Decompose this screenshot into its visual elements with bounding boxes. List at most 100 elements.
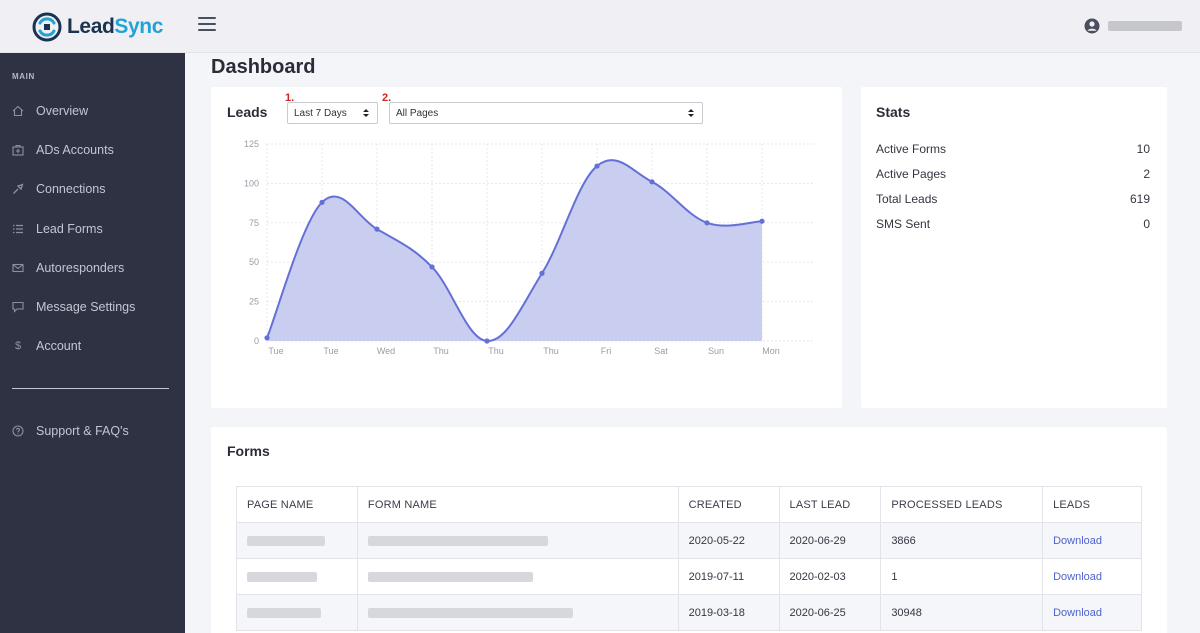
processed-leads-cell: 30948	[880, 594, 1044, 631]
last-lead-cell: 2020-02-03	[778, 558, 882, 595]
y-tick-label: 100	[244, 178, 259, 188]
leadsync-logo[interactable]: LeadSync	[31, 11, 163, 43]
form-name-cell	[356, 594, 679, 631]
sidebar-item-lead-forms[interactable]: Lead Forms	[0, 218, 185, 240]
x-tick-label: Thu	[543, 346, 559, 356]
sidebar-item-label: Overview	[36, 104, 89, 118]
stat-value: 619	[1129, 192, 1150, 206]
sidebar-item-label: Autoresponders	[36, 261, 125, 275]
pages-select[interactable]: All Pages	[389, 102, 703, 124]
column-header-page-name[interactable]: PAGE NAME	[236, 486, 358, 523]
data-point	[429, 264, 435, 270]
column-header-created[interactable]: CREATED	[677, 486, 780, 523]
y-tick-label: 50	[249, 257, 259, 267]
user-menu[interactable]	[1084, 17, 1182, 35]
sidebar-item-ads-accounts[interactable]: ADs Accounts	[0, 139, 185, 161]
x-tick-label: Tue	[268, 346, 283, 356]
table-header-row: PAGE NAME FORM NAME CREATED LAST LEAD PR…	[236, 486, 1142, 523]
list-icon	[11, 222, 25, 236]
download-link[interactable]: Download	[1053, 534, 1102, 547]
sidebar-item-connections[interactable]: Connections	[0, 178, 185, 200]
x-tick-label: Sat	[654, 346, 668, 356]
question-icon	[11, 424, 25, 438]
stat-label: SMS Sent	[876, 217, 931, 231]
x-tick-label: Thu	[433, 346, 449, 356]
created-cell: 2019-03-18	[677, 594, 780, 631]
column-header-form-name[interactable]: FORM NAME	[356, 486, 679, 523]
data-point	[594, 163, 600, 169]
user-avatar-icon	[1084, 18, 1100, 34]
forms-card: Forms 3. PAGE NAME FORM NAME CREATED LAS…	[211, 427, 1167, 633]
stat-row-active-forms: Active Forms 10	[876, 142, 1150, 156]
redacted-text	[247, 607, 321, 618]
page-title: Dashboard	[211, 56, 316, 78]
select-arrows-icon	[363, 109, 369, 117]
leads-card: Leads 1. Last 7 Days 2. All Pages 0 25 50 7…	[211, 87, 842, 408]
x-tick-label: Sun	[708, 346, 724, 356]
data-point	[484, 338, 490, 344]
stat-label: Total Leads	[876, 192, 938, 206]
leads-cell: Download	[1042, 522, 1142, 559]
form-name-cell	[356, 522, 679, 559]
x-tick-label: Wed	[377, 346, 395, 356]
stat-value: 2	[1143, 167, 1150, 181]
sidebar-divider	[12, 388, 169, 389]
sidebar-item-label: Connections	[36, 182, 106, 196]
sidebar-item-overview[interactable]: Overview	[0, 100, 185, 122]
y-tick-label: 125	[244, 139, 259, 149]
area-fill	[267, 160, 762, 342]
last-lead-cell: 2020-06-25	[778, 594, 882, 631]
date-range-select[interactable]: Last 7 Days	[287, 102, 378, 124]
data-point	[649, 179, 655, 185]
x-tick-label: Tue	[323, 346, 338, 356]
sidebar-item-message-settings[interactable]: Message Settings	[0, 296, 185, 318]
date-range-value: Last 7 Days	[294, 107, 347, 119]
data-point	[264, 335, 270, 341]
download-link[interactable]: Download	[1053, 606, 1102, 619]
stat-row-total-leads: Total Leads 619	[876, 192, 1150, 206]
x-tick-label: Mon	[762, 346, 780, 356]
column-header-processed-leads[interactable]: PROCESSED LEADS	[880, 486, 1044, 523]
column-header-last-lead[interactable]: LAST LEAD	[778, 486, 882, 523]
data-point	[539, 270, 545, 276]
plug-icon	[11, 182, 25, 196]
sidebar-item-support[interactable]: Support & FAQ's	[0, 420, 185, 442]
created-cell: 2019-07-11	[677, 558, 780, 595]
column-header-leads[interactable]: LEADS	[1042, 486, 1142, 523]
leads-area-chart: 0 25 50 75 100 125 Tue Tue Wed Thu Thu Thu Fri Sat Sun…	[244, 139, 814, 356]
leads-cell: Download	[1042, 558, 1142, 595]
forms-table: PAGE NAME FORM NAME CREATED LAST LEAD PR…	[236, 486, 1142, 631]
stat-value: 0	[1143, 217, 1150, 231]
series-line	[266, 159, 763, 343]
ads-icon	[11, 143, 25, 157]
dollar-icon: $	[14, 340, 22, 352]
logo-text: LeadSync	[67, 15, 164, 38]
annotation-marker-2: 2.	[382, 92, 392, 104]
hamburger-menu-icon[interactable]	[198, 17, 216, 35]
data-point	[319, 199, 325, 205]
sidebar-item-autoresponders[interactable]: Autoresponders	[0, 257, 185, 279]
form-name-cell	[356, 558, 679, 595]
redacted-text	[367, 571, 533, 582]
processed-leads-cell: 3866	[880, 522, 1044, 559]
pages-select-value: All Pages	[396, 107, 439, 119]
page-name-cell	[236, 522, 358, 559]
download-link[interactable]: Download	[1053, 570, 1102, 583]
x-tick-label: Thu	[488, 346, 504, 356]
sidebar-item-label: Support & FAQ's	[36, 424, 129, 438]
x-tick-label: Fri	[601, 346, 612, 356]
page-name-cell	[236, 594, 358, 631]
data-point	[704, 220, 710, 226]
sidebar-item-account[interactable]: $ Account	[0, 335, 185, 357]
y-tick-label: 25	[249, 297, 259, 307]
stats-title: Stats	[876, 104, 911, 120]
redacted-text	[247, 535, 325, 546]
table-row: 2020-05-22 2020-06-29 3866 Download	[236, 522, 1142, 559]
sidebar-item-label: Lead Forms	[36, 222, 103, 236]
redacted-text	[367, 535, 548, 546]
sidebar-item-label: Message Settings	[36, 300, 136, 314]
annotation-marker-1: 1.	[285, 92, 295, 104]
data-point	[374, 226, 380, 232]
forms-title: Forms	[227, 443, 270, 459]
table-row: 2019-07-11 2020-02-03 1 Download	[236, 558, 1142, 595]
